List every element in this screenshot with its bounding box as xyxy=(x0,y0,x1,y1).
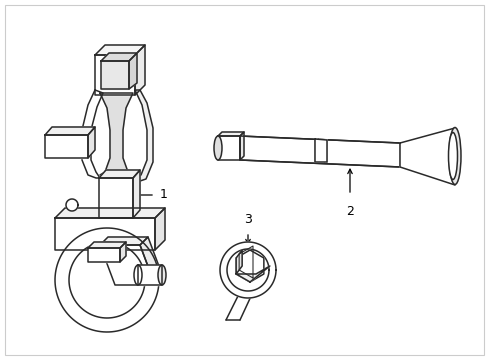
Polygon shape xyxy=(135,45,145,95)
Polygon shape xyxy=(99,170,140,178)
Ellipse shape xyxy=(134,265,142,285)
Polygon shape xyxy=(236,266,269,282)
Polygon shape xyxy=(138,265,162,285)
Polygon shape xyxy=(95,45,145,55)
Ellipse shape xyxy=(158,265,165,285)
Text: 3: 3 xyxy=(244,213,251,226)
Polygon shape xyxy=(218,136,240,160)
Polygon shape xyxy=(120,242,126,262)
Polygon shape xyxy=(88,127,95,158)
Polygon shape xyxy=(218,132,244,136)
Polygon shape xyxy=(100,93,133,175)
Polygon shape xyxy=(45,127,95,135)
Polygon shape xyxy=(99,178,133,218)
Polygon shape xyxy=(133,90,153,182)
Polygon shape xyxy=(88,242,126,248)
Polygon shape xyxy=(82,90,103,178)
Ellipse shape xyxy=(447,132,457,180)
Polygon shape xyxy=(45,135,88,158)
Polygon shape xyxy=(95,55,135,95)
Polygon shape xyxy=(240,132,244,160)
Polygon shape xyxy=(101,53,137,61)
Polygon shape xyxy=(129,53,137,89)
Text: 1: 1 xyxy=(160,189,167,202)
Polygon shape xyxy=(155,208,164,250)
Ellipse shape xyxy=(214,136,222,160)
Polygon shape xyxy=(220,242,275,298)
Polygon shape xyxy=(226,249,268,291)
Polygon shape xyxy=(240,136,399,167)
Polygon shape xyxy=(69,242,145,318)
Polygon shape xyxy=(55,228,159,332)
Polygon shape xyxy=(140,237,163,285)
Polygon shape xyxy=(100,237,148,245)
Polygon shape xyxy=(88,248,120,262)
Polygon shape xyxy=(314,139,326,162)
Polygon shape xyxy=(55,218,155,250)
Polygon shape xyxy=(133,170,140,218)
Polygon shape xyxy=(55,208,164,218)
Polygon shape xyxy=(236,250,264,282)
Ellipse shape xyxy=(448,127,460,184)
Polygon shape xyxy=(66,199,78,211)
Polygon shape xyxy=(100,245,155,285)
Polygon shape xyxy=(399,128,454,185)
Polygon shape xyxy=(236,250,242,274)
Polygon shape xyxy=(101,61,129,89)
Text: 2: 2 xyxy=(346,205,353,218)
